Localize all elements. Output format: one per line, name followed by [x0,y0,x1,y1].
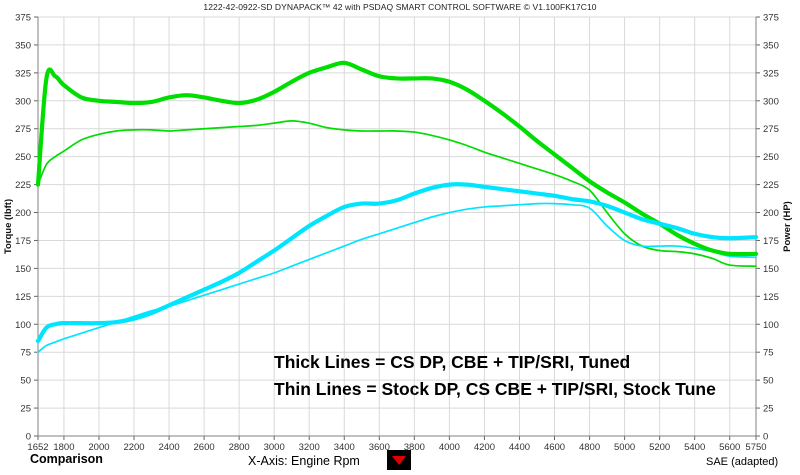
x-axis-tick-label: 5400 [684,442,705,453]
y2-axis-tick-label: 325 [763,68,779,79]
y2-axis-tick-label: 150 [763,264,779,275]
series-line-4 [37,202,757,354]
y2-axis-title: Power (HP) [782,201,793,252]
x-axis-tick-label: 4200 [474,442,495,453]
y2-axis-tick-label: 275 [763,124,779,135]
x-axis-tick-label: 1652 [27,442,48,453]
chart-header-title: 1222-42-0922-SD DYNAPACK™ 42 with PSDAQ … [203,2,597,12]
x-axis-tick-label: 2400 [158,442,179,453]
y-axis-tick-label: 25 [20,404,31,415]
x-axis-tick-label: 4600 [544,442,565,453]
y2-axis-tick-label: 25 [763,404,774,415]
x-axis-tick-label: 2000 [88,442,109,453]
x-axis-tick-label: 5000 [614,442,635,453]
x-axis-tick-label: 3400 [334,442,355,453]
y2-axis-tick-label: 200 [763,208,779,219]
y-axis-tick-label: 100 [15,320,31,331]
sae-correction-label: SAE (adapted) [706,456,779,468]
y2-axis-tick-label: 350 [763,40,779,51]
annotation-line-1: Thick Lines = CS DP, CBE + TIP/SRI, Tune… [274,352,630,372]
y-axis-tick-label: 325 [15,68,31,79]
x-axis-tick-label: 2800 [229,442,250,453]
y-axis-tick-label: 375 [15,13,31,24]
y2-axis-tick-label: 125 [763,292,779,303]
y2-axis-tick-label: 375 [763,13,779,24]
y-axis-tick-label: 175 [15,236,31,247]
y-axis-tick-label: 125 [15,292,31,303]
x-axis-tick-label: 3800 [404,442,425,453]
series-line-2 [37,120,757,268]
annotation-line-2: Thin Lines = Stock DP, CS CBE + TIP/SRI,… [274,379,716,399]
series-line-3 [35,182,759,344]
x-axis-tick-label: 5600 [719,442,740,453]
comparison-label: Comparison [30,452,103,466]
x-axis-tick-label: 1800 [53,442,74,453]
x-axis-tick-label: 5750 [745,442,766,453]
triangle-down-icon [392,455,406,465]
y2-axis-tick-label: 100 [763,320,779,331]
y-axis-tick-label: 50 [20,376,31,387]
x-axis-tick-label: 2200 [123,442,144,453]
y2-axis-tick-label: 250 [763,152,779,163]
y-axis-title: Torque (lbft) [3,199,14,254]
x-axis-tick-label: 4800 [579,442,600,453]
y2-axis-tick-label: 50 [763,376,774,387]
y-axis-tick-label: 0 [26,432,31,443]
y-axis-tick-label: 225 [15,180,31,191]
y-axis-tick-label: 250 [15,152,31,163]
y-axis-tick-label: 75 [20,348,31,359]
x-axis-tick-label: 3000 [264,442,285,453]
x-axis-tick-label: 4000 [439,442,460,453]
y-axis-tick-label: 275 [15,124,31,135]
y2-axis-tick-label: 75 [763,348,774,359]
series-line-1 [35,60,759,257]
x-axis-tick-label: 2600 [194,442,215,453]
x-axis-tick-label: 4400 [509,442,530,453]
y-axis-tick-label: 300 [15,96,31,107]
x-axis-tick-label: 3200 [299,442,320,453]
y2-axis-tick-label: 300 [763,96,779,107]
y-axis-tick-label: 200 [15,208,31,219]
x-axis-selector-label: X-Axis: Engine Rpm [248,454,360,468]
y2-axis-tick-label: 175 [763,236,779,247]
y-axis-tick-label: 350 [15,40,31,51]
y-axis-tick-label: 150 [15,264,31,275]
x-axis-tick-label: 5200 [649,442,670,453]
x-axis-tick-label: 3600 [369,442,390,453]
y2-axis-tick-label: 0 [763,432,768,443]
x-axis-dropdown-button[interactable] [387,450,411,470]
y2-axis-tick-label: 225 [763,180,779,191]
